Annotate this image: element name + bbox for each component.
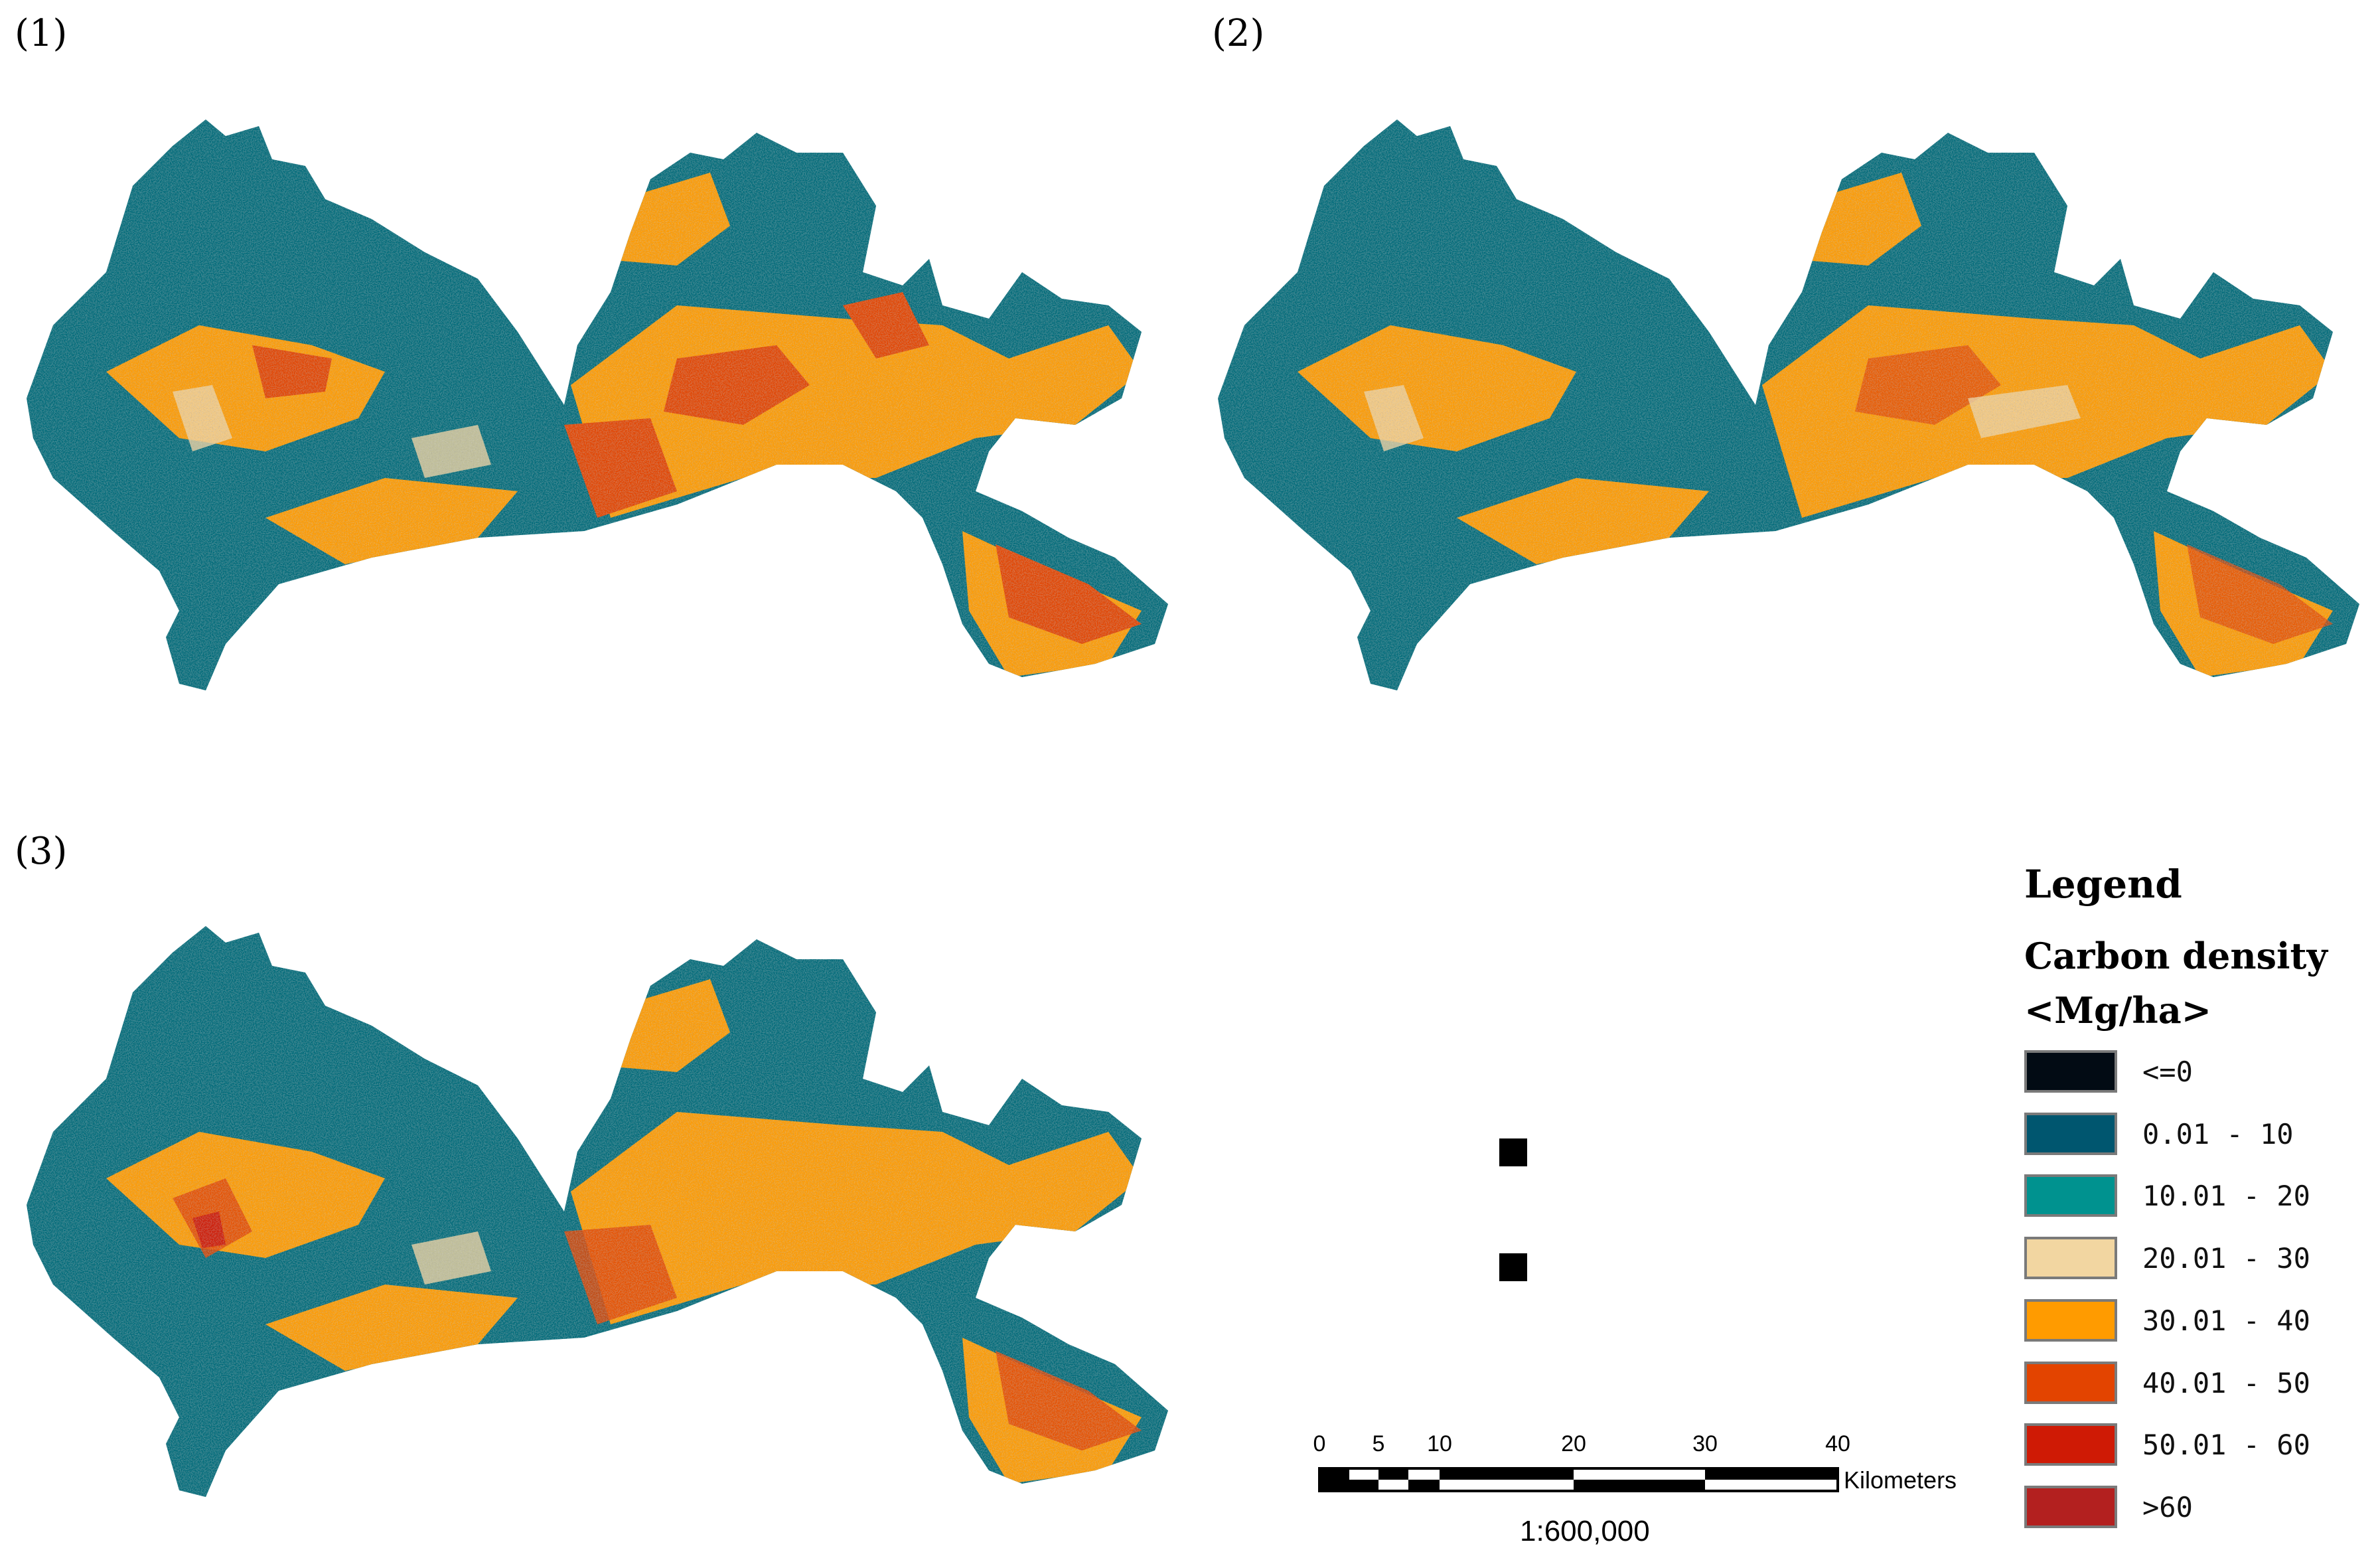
legend-label: 30.01 - 40 — [2142, 1304, 2310, 1337]
legend-unit: <Mg/ha> — [2024, 989, 2211, 1032]
scale-unit-label: Kilometers — [1844, 1466, 1957, 1494]
panel-label-2: (2) — [1212, 12, 1265, 55]
carbon-density-map-1 — [27, 119, 1168, 690]
carbon-density-map-2 — [1218, 119, 2359, 690]
legend-item: 30.01 - 40 — [2024, 1298, 2310, 1343]
scale-tick-label: 20 — [1561, 1431, 1586, 1456]
scale-ratio: 1:600,000 — [1520, 1515, 1650, 1547]
scale-tick-label: 40 — [1825, 1431, 1850, 1456]
legend-item: 20.01 - 30 — [2024, 1235, 2310, 1281]
map-marker-square — [1499, 1138, 1527, 1166]
legend-item: <=0 — [2024, 1049, 2193, 1094]
scale-tick-label: 30 — [1692, 1431, 1718, 1456]
legend-swatch — [2024, 1237, 2117, 1279]
legend-item: 10.01 - 20 — [2024, 1173, 2310, 1218]
carbon-density-map-3 — [27, 926, 1168, 1497]
scale-bar: 0 5 10 20 30 40 Kilometers — [1313, 1431, 1957, 1494]
legend-swatch — [2024, 1174, 2117, 1217]
legend-label: 40.01 - 50 — [2142, 1366, 2310, 1399]
legend-swatch — [2024, 1423, 2117, 1466]
legend-label: 50.01 - 60 — [2142, 1428, 2310, 1461]
legend-label: 0.01 - 10 — [2142, 1117, 2294, 1150]
legend-swatch — [2024, 1050, 2117, 1093]
map-marker-square — [1499, 1253, 1527, 1281]
legend-label: <=0 — [2142, 1055, 2193, 1088]
legend-variable: Carbon density — [2024, 935, 2328, 977]
legend-swatch — [2024, 1113, 2117, 1155]
scale-tick-label: 10 — [1427, 1431, 1452, 1456]
legend-swatch — [2024, 1362, 2117, 1404]
legend-item: 50.01 - 60 — [2024, 1422, 2310, 1467]
panel-label-1: (1) — [15, 12, 68, 55]
scale-tick-label: 5 — [1373, 1431, 1385, 1456]
legend-swatch — [2024, 1486, 2117, 1528]
scale-tick-label: 0 — [1313, 1431, 1326, 1456]
legend-label: 20.01 - 30 — [2142, 1241, 2310, 1275]
legend-item: 40.01 - 50 — [2024, 1360, 2310, 1405]
legend-label: >60 — [2142, 1490, 2193, 1523]
legend-item: 0.01 - 10 — [2024, 1111, 2294, 1156]
legend-swatch — [2024, 1299, 2117, 1342]
legend-item: >60 — [2024, 1484, 2193, 1529]
legend-title: Legend — [2024, 862, 2182, 907]
legend-label: 10.01 - 20 — [2142, 1179, 2310, 1212]
panel-label-3: (3) — [15, 830, 68, 873]
